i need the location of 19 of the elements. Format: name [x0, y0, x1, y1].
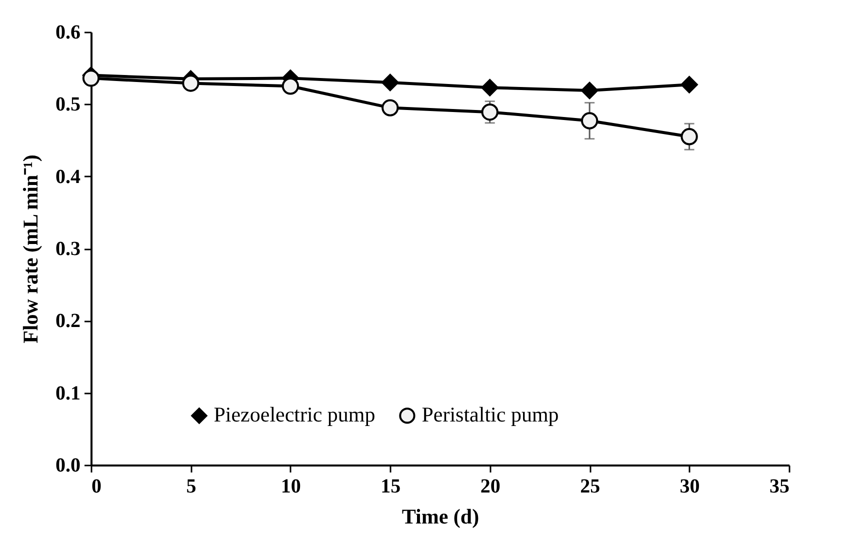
- legend-label: Peristaltic pump: [422, 402, 559, 427]
- y-tick-label: 0.5: [56, 94, 80, 116]
- x-tick-label: 10: [280, 476, 301, 498]
- x-tick-label: 25: [580, 476, 600, 498]
- x-tick-label: 5: [186, 476, 196, 498]
- y-tick-label: 0.4: [56, 166, 80, 188]
- y-axis-title: Flow rate (mL min⁻¹): [18, 154, 42, 344]
- x-tick-label: 0: [92, 476, 102, 498]
- x-axis-title: Time (d): [402, 504, 480, 528]
- x-tick-label: 15: [380, 476, 401, 498]
- x-tick-label: 35: [770, 476, 790, 498]
- legend-label: Piezoelectric pump: [214, 402, 376, 427]
- x-tick-label: 20: [480, 476, 500, 498]
- y-tick-label: 0.6: [56, 22, 80, 44]
- y-tick-label: 0.2: [56, 310, 80, 332]
- y-tick-label: 0.1: [56, 382, 80, 404]
- y-tick-label: 0.0: [56, 454, 80, 476]
- y-tick-label: 0.3: [56, 238, 80, 260]
- x-tick-label: 30: [680, 476, 700, 498]
